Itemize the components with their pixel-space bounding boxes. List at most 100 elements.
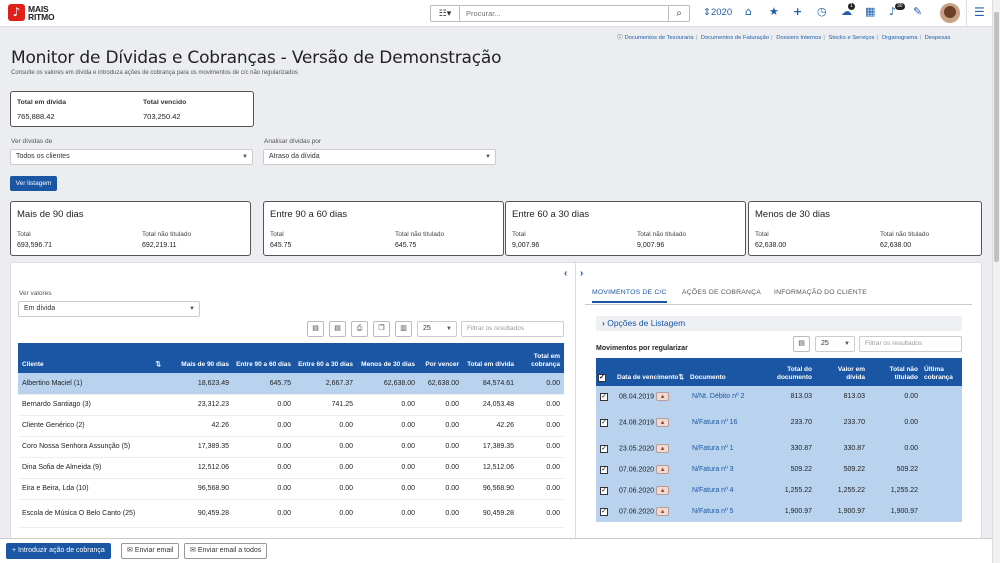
columns-icon[interactable]: ▥ bbox=[395, 321, 412, 337]
table-row[interactable]: ✓ 07.06.2020 ▲ N/Fatura nº 5 1,900.97 1,900.9… bbox=[596, 501, 962, 522]
table-row[interactable]: Escola de Música O Belo Canto (25) 90,459… bbox=[18, 499, 564, 528]
link-tesouraria[interactable]: Documentos de Tesouraria bbox=[624, 35, 694, 41]
chevron-right-icon[interactable]: › bbox=[580, 268, 584, 279]
table-row[interactable]: ✓ 07.06.2020 ▲ N/Fatura nº 3 509.22 509.22 509… bbox=[596, 459, 962, 480]
row-checkbox[interactable]: ✓ bbox=[600, 444, 608, 453]
enviar-email-todos-button[interactable]: ✉ Enviar email a todos bbox=[184, 543, 268, 559]
tab-informacao-cliente[interactable]: INFORMAÇÃO DO CLIENTE bbox=[774, 289, 867, 296]
ver-listagem-button[interactable]: Ver listagem bbox=[10, 176, 57, 191]
table-row[interactable]: Eira e Beira, Lda (10) 96,568.90 0.00 0.00 0… bbox=[18, 478, 564, 500]
row-checkbox[interactable]: ✓ bbox=[600, 418, 608, 427]
warning-icon[interactable]: ▲ bbox=[656, 507, 670, 516]
export-pdf-icon[interactable]: ▤ bbox=[793, 336, 810, 352]
plus-icon[interactable]: + bbox=[793, 5, 803, 18]
warning-icon[interactable]: ▲ bbox=[656, 392, 670, 401]
page-size-select[interactable]: 25 ▼ bbox=[417, 321, 457, 337]
col-total-documento[interactable]: Total do documento bbox=[759, 358, 816, 386]
chevron-left-icon[interactable]: ‹ bbox=[564, 268, 568, 279]
sort-icon[interactable]: ⇅ bbox=[155, 361, 161, 368]
col-cliente[interactable]: Cliente ⇅ bbox=[18, 343, 165, 373]
document-link[interactable]: N/Nt. Débito nº 2 bbox=[688, 386, 759, 407]
home-icon[interactable]: ⌂ bbox=[745, 5, 752, 18]
row-checkbox[interactable]: ✓ bbox=[600, 507, 608, 516]
col-60-30[interactable]: Entre 60 a 30 dias bbox=[295, 343, 357, 373]
link-despesas[interactable]: Despesas bbox=[924, 35, 951, 41]
ver-dividas-select[interactable]: Todos os clientes ▼ bbox=[10, 149, 253, 165]
document-link[interactable]: N/Fatura nº 1 bbox=[688, 438, 759, 459]
comments-icon[interactable]: ☁ bbox=[841, 5, 852, 18]
row-checkbox[interactable]: ✓ bbox=[600, 392, 608, 401]
link-stocks[interactable]: Stocks e Serviços bbox=[828, 35, 875, 41]
tab-acoes-cobranca[interactable]: AÇÕES DE COBRANÇA bbox=[682, 289, 761, 296]
ver-valores-select[interactable]: Em dívida ▼ bbox=[18, 301, 200, 317]
document-link[interactable]: N/Fatura nº 16 bbox=[688, 407, 759, 438]
right-page-size-select[interactable]: 25 ▼ bbox=[815, 336, 855, 352]
select-all-checkbox[interactable]: ✓ bbox=[596, 358, 615, 386]
totals-box: Total em dívida 765,888.42 Total vencido… bbox=[10, 91, 254, 127]
app-logo[interactable]: ♪ MAIS RITMO bbox=[8, 4, 55, 21]
avatar[interactable] bbox=[940, 3, 960, 23]
warning-icon[interactable]: ▲ bbox=[656, 444, 670, 453]
link-faturacao[interactable]: Documentos de Faturação bbox=[700, 35, 770, 41]
introduzir-acao-button[interactable]: + Introduzir ação de cobrança bbox=[6, 543, 111, 559]
table-row[interactable]: ✓ 07.06.2020 ▲ N/Fatura nº 4 1,255.22 1,255.2… bbox=[596, 480, 962, 501]
page-scrollbar[interactable] bbox=[992, 0, 1000, 563]
copy-icon[interactable]: ❐ bbox=[373, 321, 390, 337]
col-valor-divida[interactable]: Valor em dívida bbox=[816, 358, 869, 386]
link-dossiers[interactable]: Dossiers Internos bbox=[776, 35, 822, 41]
col-menos-30[interactable]: Menos de 30 dias bbox=[357, 343, 419, 373]
col-total-divida[interactable]: Total em dívida bbox=[463, 343, 518, 373]
scrollbar-thumb[interactable] bbox=[994, 12, 999, 262]
calendar-icon[interactable]: ▦ bbox=[865, 5, 876, 18]
warning-icon[interactable]: ▲ bbox=[656, 465, 670, 474]
row-checkbox[interactable]: ✓ bbox=[600, 465, 608, 474]
warning-icon[interactable]: ▲ bbox=[656, 418, 670, 427]
section-title: Movimentos por regularizar bbox=[596, 345, 688, 352]
col-ultima-cobranca[interactable]: Última cobrança bbox=[922, 358, 962, 386]
year-selector[interactable]: ⇕2020 bbox=[703, 7, 733, 18]
table-row[interactable]: ✓ 23.05.2020 ▲ N/Fatura nº 1 330.87 330.87 0.0… bbox=[596, 438, 962, 459]
col-total-cobranca[interactable]: Total em cobrança bbox=[518, 343, 564, 373]
clock-icon[interactable]: ◷ bbox=[817, 5, 827, 18]
col-90-60[interactable]: Entre 90 a 60 dias bbox=[233, 343, 295, 373]
warning-icon[interactable]: ▲ bbox=[656, 486, 670, 495]
right-filter-input[interactable]: Filtrar os resultados bbox=[859, 336, 962, 352]
search-input[interactable] bbox=[460, 6, 668, 21]
col-documento[interactable]: Documento bbox=[688, 358, 759, 386]
document-link[interactable]: N/Fatura nº 3 bbox=[688, 459, 759, 480]
table-row[interactable]: ✓ 24.08.2019 ▲ N/Fatura nº 16 233.70 233.70 0.… bbox=[596, 407, 962, 438]
analisar-select[interactable]: Atraso da dívida ▼ bbox=[263, 149, 496, 165]
card-title: Entre 90 a 60 dias bbox=[270, 209, 348, 220]
hamburger-icon[interactable]: ☰ bbox=[974, 5, 985, 19]
export-doc-icon[interactable]: ▤ bbox=[329, 321, 346, 337]
col-mais-90[interactable]: Mais de 90 dias bbox=[165, 343, 233, 373]
wrench-icon[interactable]: ✎ bbox=[913, 5, 923, 18]
left-filter-input[interactable]: Filtrar os resultados bbox=[461, 321, 564, 337]
link-organograma[interactable]: Organograma bbox=[881, 35, 918, 41]
document-link[interactable]: N/Fatura nº 5 bbox=[688, 501, 759, 522]
col-por-vencer[interactable]: Por vencer bbox=[419, 343, 463, 373]
table-row[interactable]: ✓ 08.04.2019 ▲ N/Nt. Débito nº 2 813.03 813.0… bbox=[596, 386, 962, 407]
table-row[interactable]: Bernardo Santiago (3) 23,312.23 0.00 741.25… bbox=[18, 394, 564, 416]
enviar-email-button[interactable]: ✉ Enviar email bbox=[121, 543, 180, 559]
table-row[interactable]: Albertino Maciel (1) 18,623.49 645.75 2,667… bbox=[18, 373, 564, 395]
bell-icon[interactable]: ♪ bbox=[889, 5, 897, 18]
sort-icon[interactable]: ⇅ bbox=[678, 374, 684, 381]
print-icon[interactable]: ⎙ bbox=[351, 321, 368, 337]
search-icon[interactable]: ⌕ bbox=[668, 6, 689, 21]
opcoes-listagem[interactable]: › Opções de Listagem bbox=[596, 316, 962, 331]
export-pdf-icon[interactable]: ▤ bbox=[307, 321, 324, 337]
col-total-nao-titulado[interactable]: Total não titulado bbox=[869, 358, 922, 386]
col-data-vencimento[interactable]: Data de vencimento ⇅ bbox=[615, 358, 688, 386]
tab-movimentos[interactable]: MOVIMENTOS DE C/C bbox=[592, 289, 667, 303]
comments-badge: 1 bbox=[848, 3, 855, 10]
card-total-value: 62,638.00 bbox=[755, 242, 787, 249]
table-row[interactable]: Coro Nossa Senhora Assunção (5) 17,389.35… bbox=[18, 436, 564, 458]
star-icon[interactable]: ★ bbox=[769, 5, 779, 18]
list-menu-icon[interactable]: ☷▾ bbox=[431, 6, 460, 21]
table-row[interactable]: Cliente Genérico (2) 42.26 0.00 0.00 0.00 0.0… bbox=[18, 415, 564, 437]
document-link[interactable]: N/Fatura nº 4 bbox=[688, 480, 759, 501]
row-checkbox[interactable]: ✓ bbox=[600, 486, 608, 495]
table-row[interactable]: Dina Sofia de Almeida (9) 12,512.06 0.00 0.… bbox=[18, 457, 564, 479]
